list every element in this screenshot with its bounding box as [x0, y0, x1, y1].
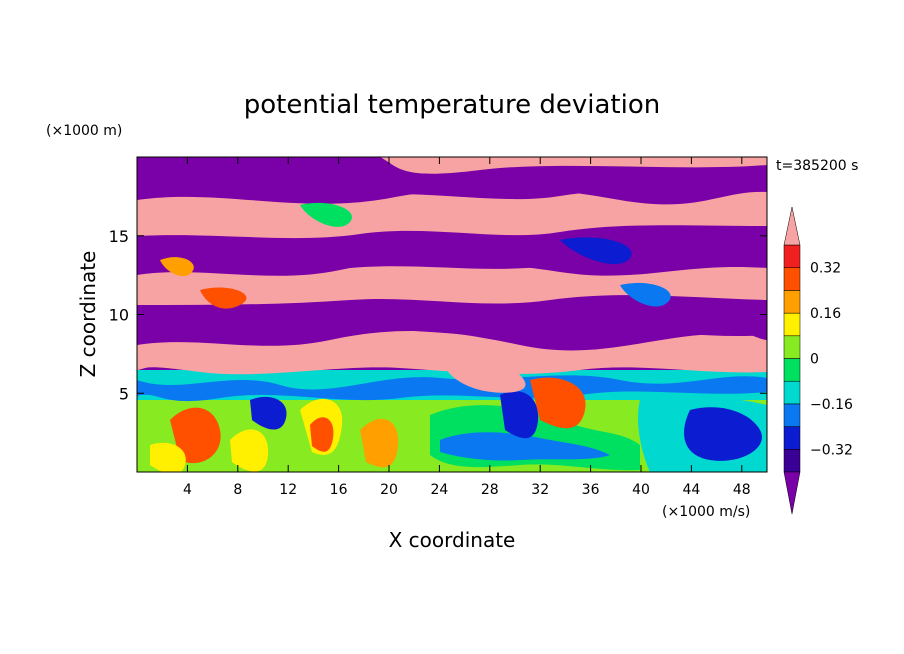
x-tick-label: 44: [682, 482, 700, 498]
x-tick-label: 20: [380, 482, 398, 498]
colorbar-band: [783, 290, 801, 314]
x-unit-label: (×1000 m/s): [662, 504, 750, 520]
x-tick-label: 12: [279, 482, 297, 498]
x-tick-label: 36: [582, 482, 600, 498]
colorbar-band: [783, 335, 801, 359]
y-tick-label: 5: [119, 384, 129, 403]
colorbar-band: [783, 403, 801, 427]
colorbar-tick-label: −0.16: [810, 397, 853, 413]
x-tick-label: 28: [481, 482, 499, 498]
y-tick-label: 10: [109, 306, 129, 325]
colorbar-band: [783, 267, 801, 291]
colorbar-band: [783, 312, 801, 337]
x-axis: 4 8 12 16 20 24 28 32 36 40 44 48: [183, 157, 751, 498]
chart-title: potential temperature deviation: [244, 90, 660, 120]
colorbar-tick-label: 0.32: [810, 261, 841, 277]
colorbar-tick-label: 0.16: [810, 306, 841, 322]
x-tick-label: 32: [531, 482, 549, 498]
colorbar-extend-top: [783, 206, 801, 246]
time-label: t=385200 s: [776, 158, 858, 174]
x-axis-label: X coordinate: [389, 528, 516, 552]
x-tick-label: 24: [430, 482, 448, 498]
x-tick-label: 4: [183, 482, 192, 498]
y-axis: 5 10 15: [109, 227, 767, 403]
contour-field: [137, 157, 767, 472]
x-tick-label: 16: [330, 482, 348, 498]
x-tick-label: 48: [733, 482, 751, 498]
colorbar-extend-bottom: [783, 471, 801, 515]
x-tick-label: 8: [233, 482, 242, 498]
x-tick-label: 40: [632, 482, 650, 498]
y-tick-label: 15: [109, 227, 129, 246]
colorbar-band: [783, 380, 801, 405]
colorbar-tick-label: 0: [810, 352, 819, 368]
colorbar-band: [783, 244, 801, 268]
colorbar-band: [783, 449, 801, 473]
y-axis-label: Z coordinate: [76, 251, 100, 378]
y-unit-label: (×1000 m): [46, 123, 122, 139]
colorbar-tick-label: −0.32: [810, 442, 853, 458]
colorbar: 0.32 0.16 0 −0.16 −0.32: [783, 206, 853, 515]
colorbar-band: [783, 358, 801, 382]
colorbar-band: [783, 426, 801, 450]
